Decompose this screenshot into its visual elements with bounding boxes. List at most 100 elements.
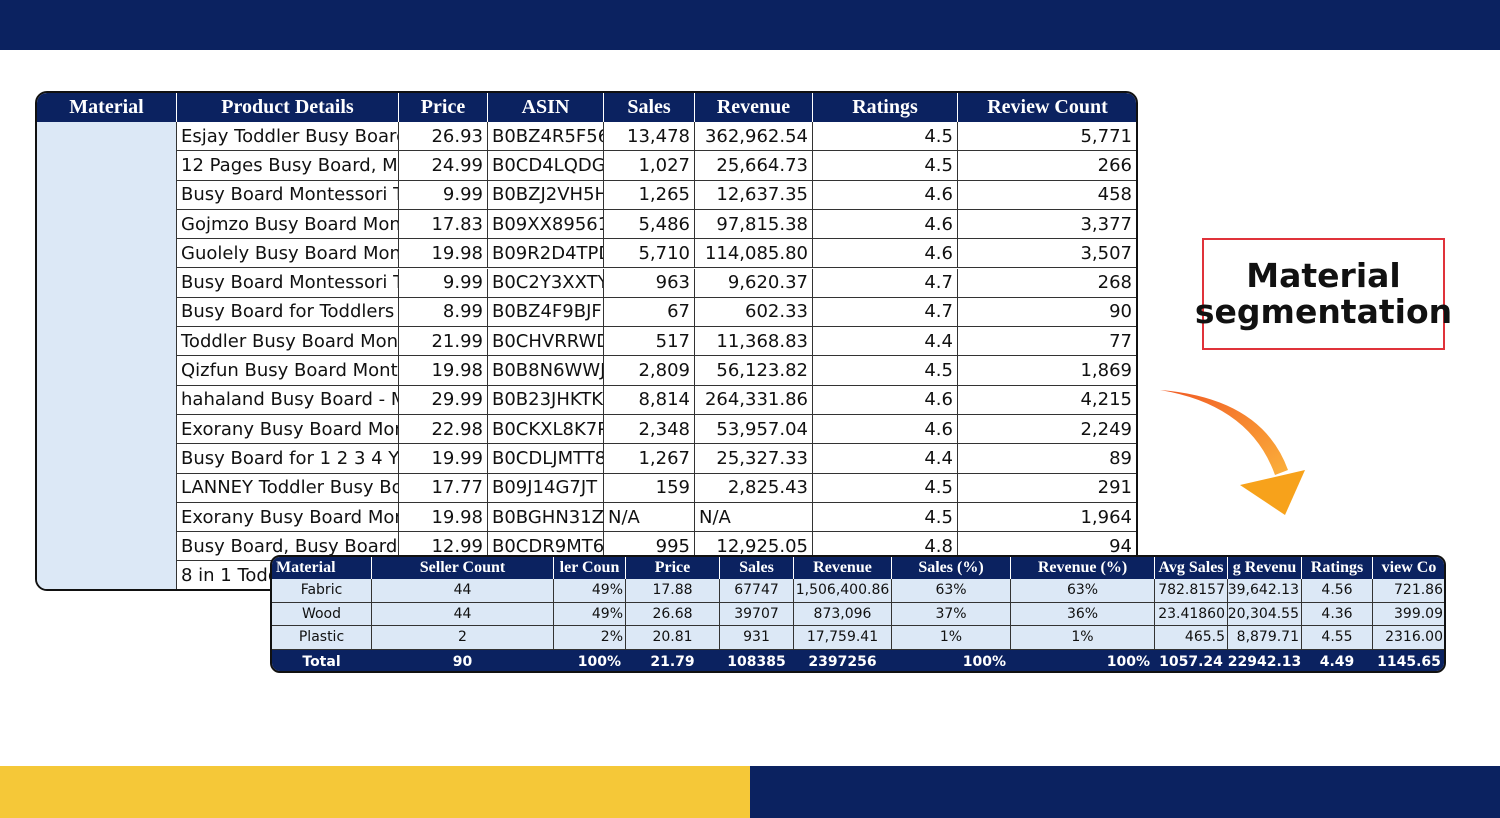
cell: hahaland Busy Board - M [177,385,399,415]
cell: 4.6 [813,239,958,269]
cell: B0BGHN31Z [488,502,604,533]
cell: 39707 [720,602,794,626]
header-cell: ler Coun [554,557,626,579]
cell: B0BZ4R5F56 [488,122,604,152]
cell: 4.6 [813,415,958,445]
cell: 291 [958,474,1136,503]
cell: 2 [372,626,554,650]
cell: 63% [892,579,1011,603]
cell: 4.5 [813,473,958,503]
cell: 2% [554,626,626,650]
header-cell: Material [272,557,372,579]
cell: 4.6 [813,385,958,415]
cell: 2,809 [604,356,695,386]
header-cell: Material [37,93,177,122]
cell: 37% [892,602,1011,626]
total-cell: 108385 [720,649,794,671]
cell: 25,664.73 [695,151,813,181]
cell: Fabric [272,579,372,603]
cell: 25,327.33 [695,444,813,474]
cell: B0BZ4F9BJF [488,297,604,328]
cell: 56,123.82 [695,356,813,386]
cell: 1,265 [604,180,695,210]
cell: 5,486 [604,209,695,240]
cell: 63% [1011,579,1155,603]
cell: 931 [720,626,794,650]
header-cell: Sales (%) [892,557,1011,579]
header-cell: Revenue [695,93,813,122]
cell: 4.5 [813,356,958,386]
cell: B09XX89561 [488,209,604,240]
top-bar [0,0,1500,50]
cell: Busy Board Montessori To [177,180,399,210]
cell: B0CDLJMTT8 [488,444,604,474]
cell: 362,962.54 [695,122,813,152]
cell: Plastic [272,626,372,650]
header-cell: ASIN [488,93,604,122]
cell: 264,331.86 [695,385,813,415]
header-cell: Ratings [1302,557,1373,579]
cell: 39,642.13 [1228,579,1302,603]
cell: 1% [1011,626,1155,650]
cell: Wood [272,602,372,626]
total-cell: 100% [554,649,626,671]
cell: 4.7 [813,297,958,328]
cell: 2,825.43 [695,473,813,503]
cell: 268 [958,269,1136,298]
arrow [1160,390,1305,515]
cell: 17,759.41 [794,626,892,650]
cell: 4.4 [813,444,958,474]
cell: 4.4 [813,327,958,357]
total-cell: 1145.65 [1373,649,1444,671]
cell: 782.8157 [1155,579,1228,603]
cell: 1,267 [604,444,695,474]
cell: 24.99 [399,151,488,181]
cell: 266 [958,151,1136,181]
cell: 1,869 [958,356,1136,386]
cell: 89 [958,444,1136,474]
cell: Busy Board for 1 2 3 4 Yea [177,444,399,474]
cell: B0BZJ2VH5H [488,180,604,210]
label-box: Material segmentation [1195,238,1452,350]
label-text: Material segmentation [1194,256,1453,331]
cell: N/A [604,502,695,533]
cell: 12,637.35 [695,180,813,210]
cell: 44 [372,602,554,626]
total-cell: 100% [892,649,1011,671]
cell: 49% [554,579,626,603]
total-cell: 21.79 [626,649,720,671]
cell: B09J14G7JT [488,473,604,503]
header-cell: Revenue [794,557,892,579]
cell: 20.81 [626,626,720,650]
cell: 3,377 [958,210,1136,240]
cell: LANNEY Toddler Busy Boa [177,473,399,503]
cell: 4.6 [813,209,958,240]
cell: 1,027 [604,151,695,181]
cell: 77 [958,327,1136,357]
cell: 4.55 [1302,626,1373,650]
cell: B09R2D4TPD [488,239,604,269]
cell: 90 [958,298,1136,328]
total-cell: 4.49 [1302,649,1373,671]
material-cell [37,122,177,589]
header-cell: Review Count [958,93,1136,122]
cell: 19.99 [399,444,488,474]
cell: Qizfun Busy Board Monte [177,356,399,386]
cell: 11,368.83 [695,327,813,357]
cell: 2,249 [958,415,1136,445]
header-cell: g Revenu [1228,557,1302,579]
header-cell: Price [626,557,720,579]
total-cell: 100% [1011,649,1155,671]
cell: 9,620.37 [695,268,813,298]
cell: 8,879.71 [1228,626,1302,650]
cell: 97,815.38 [695,209,813,240]
header-cell: Product Details [177,93,399,122]
cell: 17.77 [399,473,488,503]
cell: 602.33 [695,297,813,328]
cell: 963 [604,268,695,298]
cell: 19.98 [399,239,488,269]
header-cell: Sales [604,93,695,122]
cell: 4,215 [958,386,1136,415]
cell: B0CKXL8K7P [488,415,604,445]
